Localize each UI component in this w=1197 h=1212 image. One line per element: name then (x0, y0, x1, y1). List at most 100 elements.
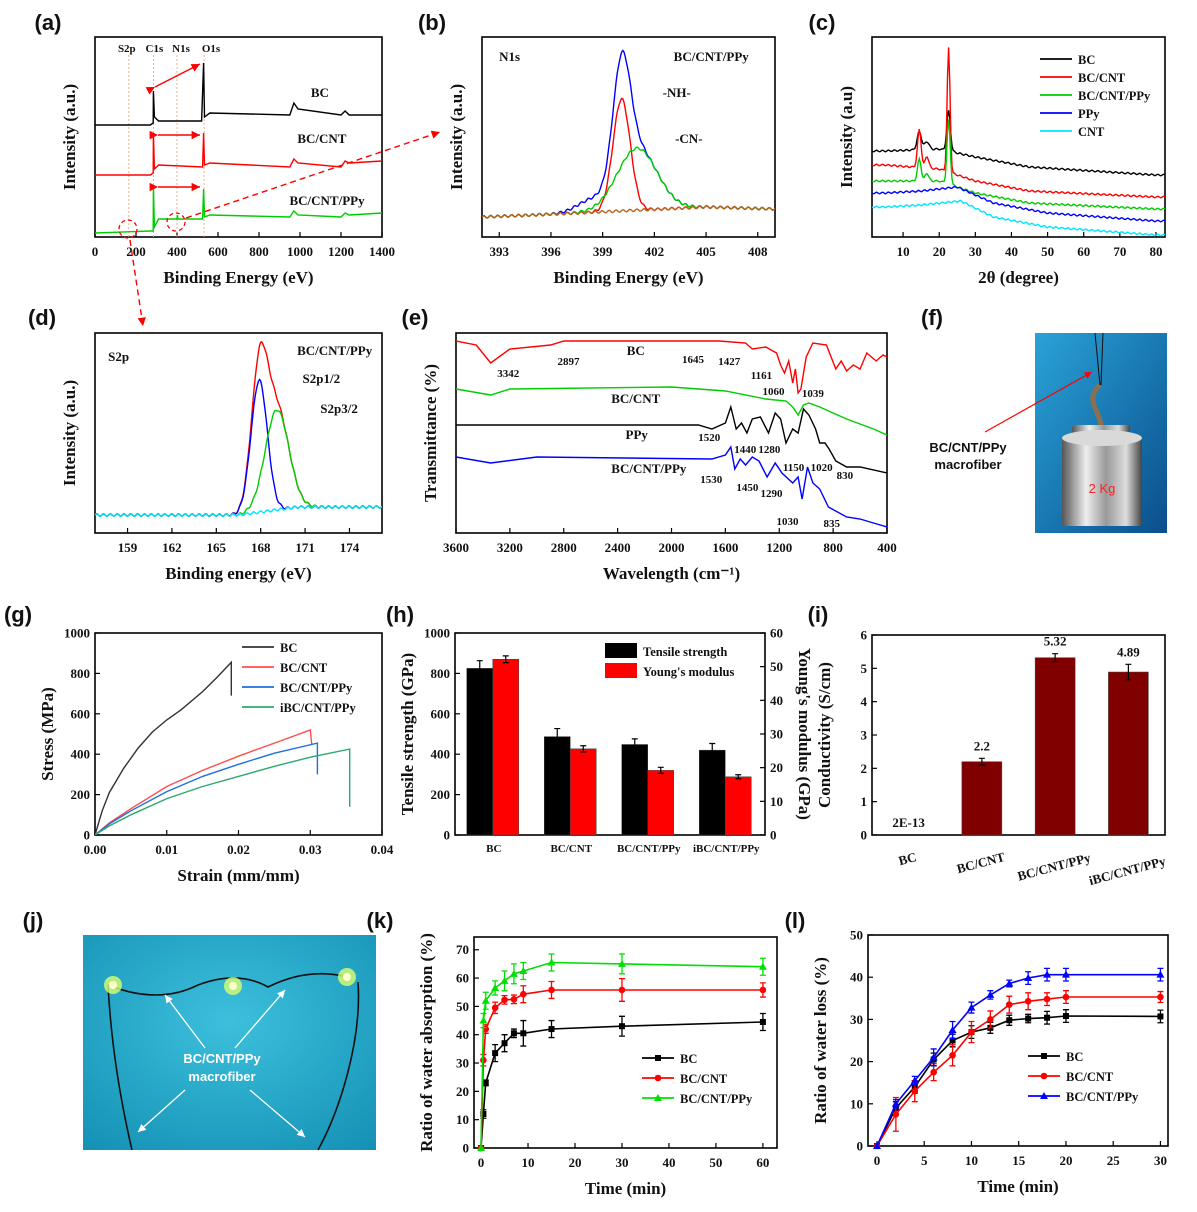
data-point-square (1062, 1013, 1069, 1020)
curve-annotation: 835 (824, 518, 841, 530)
peak-marker-label: C1s (146, 43, 164, 55)
data-point-triangle (1005, 979, 1014, 987)
bar (1034, 657, 1076, 836)
y-axis-title: Intensity (a.u.) (60, 380, 79, 486)
series-line-bc (876, 1015, 1161, 1146)
data-point-square (492, 1050, 499, 1057)
x-tick-label: 1400 (369, 244, 395, 259)
pointer-arrow (984, 371, 1093, 433)
x-tick-label: 20 (569, 1155, 582, 1170)
x-tick-label: 171 (295, 540, 315, 555)
y-tick-label: 5 (861, 661, 868, 676)
data-point-triangle (491, 983, 500, 991)
curve-annotation: 2897 (557, 356, 580, 368)
legend-marker-square (655, 1055, 661, 1061)
legend-item-bc-cnt: BC/CNT (680, 1072, 728, 1086)
legend-item-bc: BC (1066, 1050, 1083, 1064)
curve-annotation: 1150 (783, 462, 805, 474)
panel-label-j: (j) (23, 908, 44, 933)
x-tick-label: 405 (696, 244, 716, 259)
x-tick-label: 600 (208, 244, 228, 259)
series-line-background (482, 205, 775, 219)
panel-label-e: (e) (402, 305, 429, 330)
data-point-circle (548, 986, 555, 994)
x-tick-label: 60 (1077, 244, 1090, 259)
data-point-triangle (547, 958, 556, 966)
x-axis-title: 2θ (degree) (978, 268, 1059, 287)
x-tick-label: 15 (1012, 1153, 1026, 1168)
legend-item-tensile-strength-swatch (605, 643, 637, 658)
curve-annotation: 1060 (762, 386, 785, 398)
error-bar (709, 742, 716, 758)
legend-item-young-s-modulus-swatch (605, 663, 637, 678)
curve-annotation: S2p3/2 (320, 401, 358, 416)
x-tick-label: 1600 (712, 540, 738, 555)
data-point-square (949, 1037, 956, 1044)
series-line-bc-cnt (872, 47, 1165, 199)
legend-item-cnt: CNT (1078, 125, 1105, 139)
zoom-region-circle (118, 219, 138, 239)
y-tick-label: 600 (431, 706, 451, 721)
data-point-triangle (1043, 970, 1052, 978)
pointer-arrow (137, 1089, 186, 1133)
led-icon (109, 981, 117, 989)
legend-marker-triangle (1040, 1092, 1048, 1099)
zoom-arrow (185, 130, 441, 219)
y-tick-label: 3 (861, 728, 868, 743)
y-tick-label: 1000 (424, 626, 450, 641)
error-bar (502, 655, 509, 664)
series-line-bc (456, 340, 887, 395)
bar (544, 736, 571, 836)
data-point-circle (759, 986, 767, 994)
legend-item-bc-cnt: BC/CNT (280, 661, 328, 675)
x-axis-title: Binding energy (eV) (165, 564, 311, 583)
x-tick-label: 25 (1107, 1153, 1121, 1168)
pointer-arrow (234, 989, 286, 1049)
y-tick-label: 800 (431, 666, 451, 681)
data-point-square (510, 1030, 517, 1037)
legend-item-bc-cnt-ppy: BC/CNT/PPy (680, 1092, 753, 1106)
data-point-triangle (1156, 970, 1165, 978)
series-line-ibc-cnt-ppy (95, 748, 351, 835)
x-tick-label: 3200 (497, 540, 523, 555)
x-tick-label: 70 (1113, 244, 1126, 259)
x-tick-label: 0 (874, 1153, 881, 1168)
x-tick-label: 40 (1005, 244, 1018, 259)
y-tick-label: 4 (861, 694, 868, 709)
curve-annotation: 1427 (718, 356, 741, 368)
category-label: BC/CNT (955, 849, 1007, 876)
x-tick-label: 162 (162, 540, 182, 555)
x-tick-label: 174 (340, 540, 360, 555)
y-tick-label: 20 (850, 1054, 863, 1069)
y-tick-label: 200 (71, 787, 91, 802)
series-line-bc-cnt-ppy (480, 961, 763, 1148)
y-tick-label: 30 (850, 1012, 863, 1027)
caption-line-2: macrofiber (934, 457, 1001, 472)
data-point-circle (1043, 995, 1051, 1003)
data-point-square (548, 1026, 555, 1033)
series-line-bc (95, 62, 382, 126)
x-tick-label: 0 (478, 1155, 485, 1170)
y-tick-label: 1000 (64, 626, 90, 641)
data-point-circle (911, 1087, 919, 1095)
data-point-triangle (479, 1016, 488, 1024)
data-point-square (482, 1079, 489, 1086)
data-point-circle (1062, 993, 1070, 1001)
curve-annotation: 1039 (802, 388, 825, 400)
curve-annotation: 1020 (811, 462, 834, 474)
bar (492, 659, 519, 836)
data-point-circle (930, 1068, 937, 1076)
zoom-region-circle (166, 212, 186, 232)
legend-item-young-s-modulus: Young's modulus (643, 665, 734, 679)
y-tick-label: 0 (861, 828, 868, 843)
category-label: BC/CNT/PPy (1016, 850, 1093, 884)
x-tick-label: 20 (1059, 1153, 1072, 1168)
legend-item-ibc-cnt-ppy: iBC/CNT/PPy (280, 701, 356, 715)
error-bar (476, 660, 483, 677)
curve-annotation: BC/CNT/PPy (611, 461, 687, 476)
legend-item-bc-cnt: BC/CNT (1078, 71, 1126, 85)
series-line--nh- (482, 97, 775, 219)
curve-annotation: BC (627, 343, 645, 358)
pointer-arrow (164, 994, 206, 1049)
